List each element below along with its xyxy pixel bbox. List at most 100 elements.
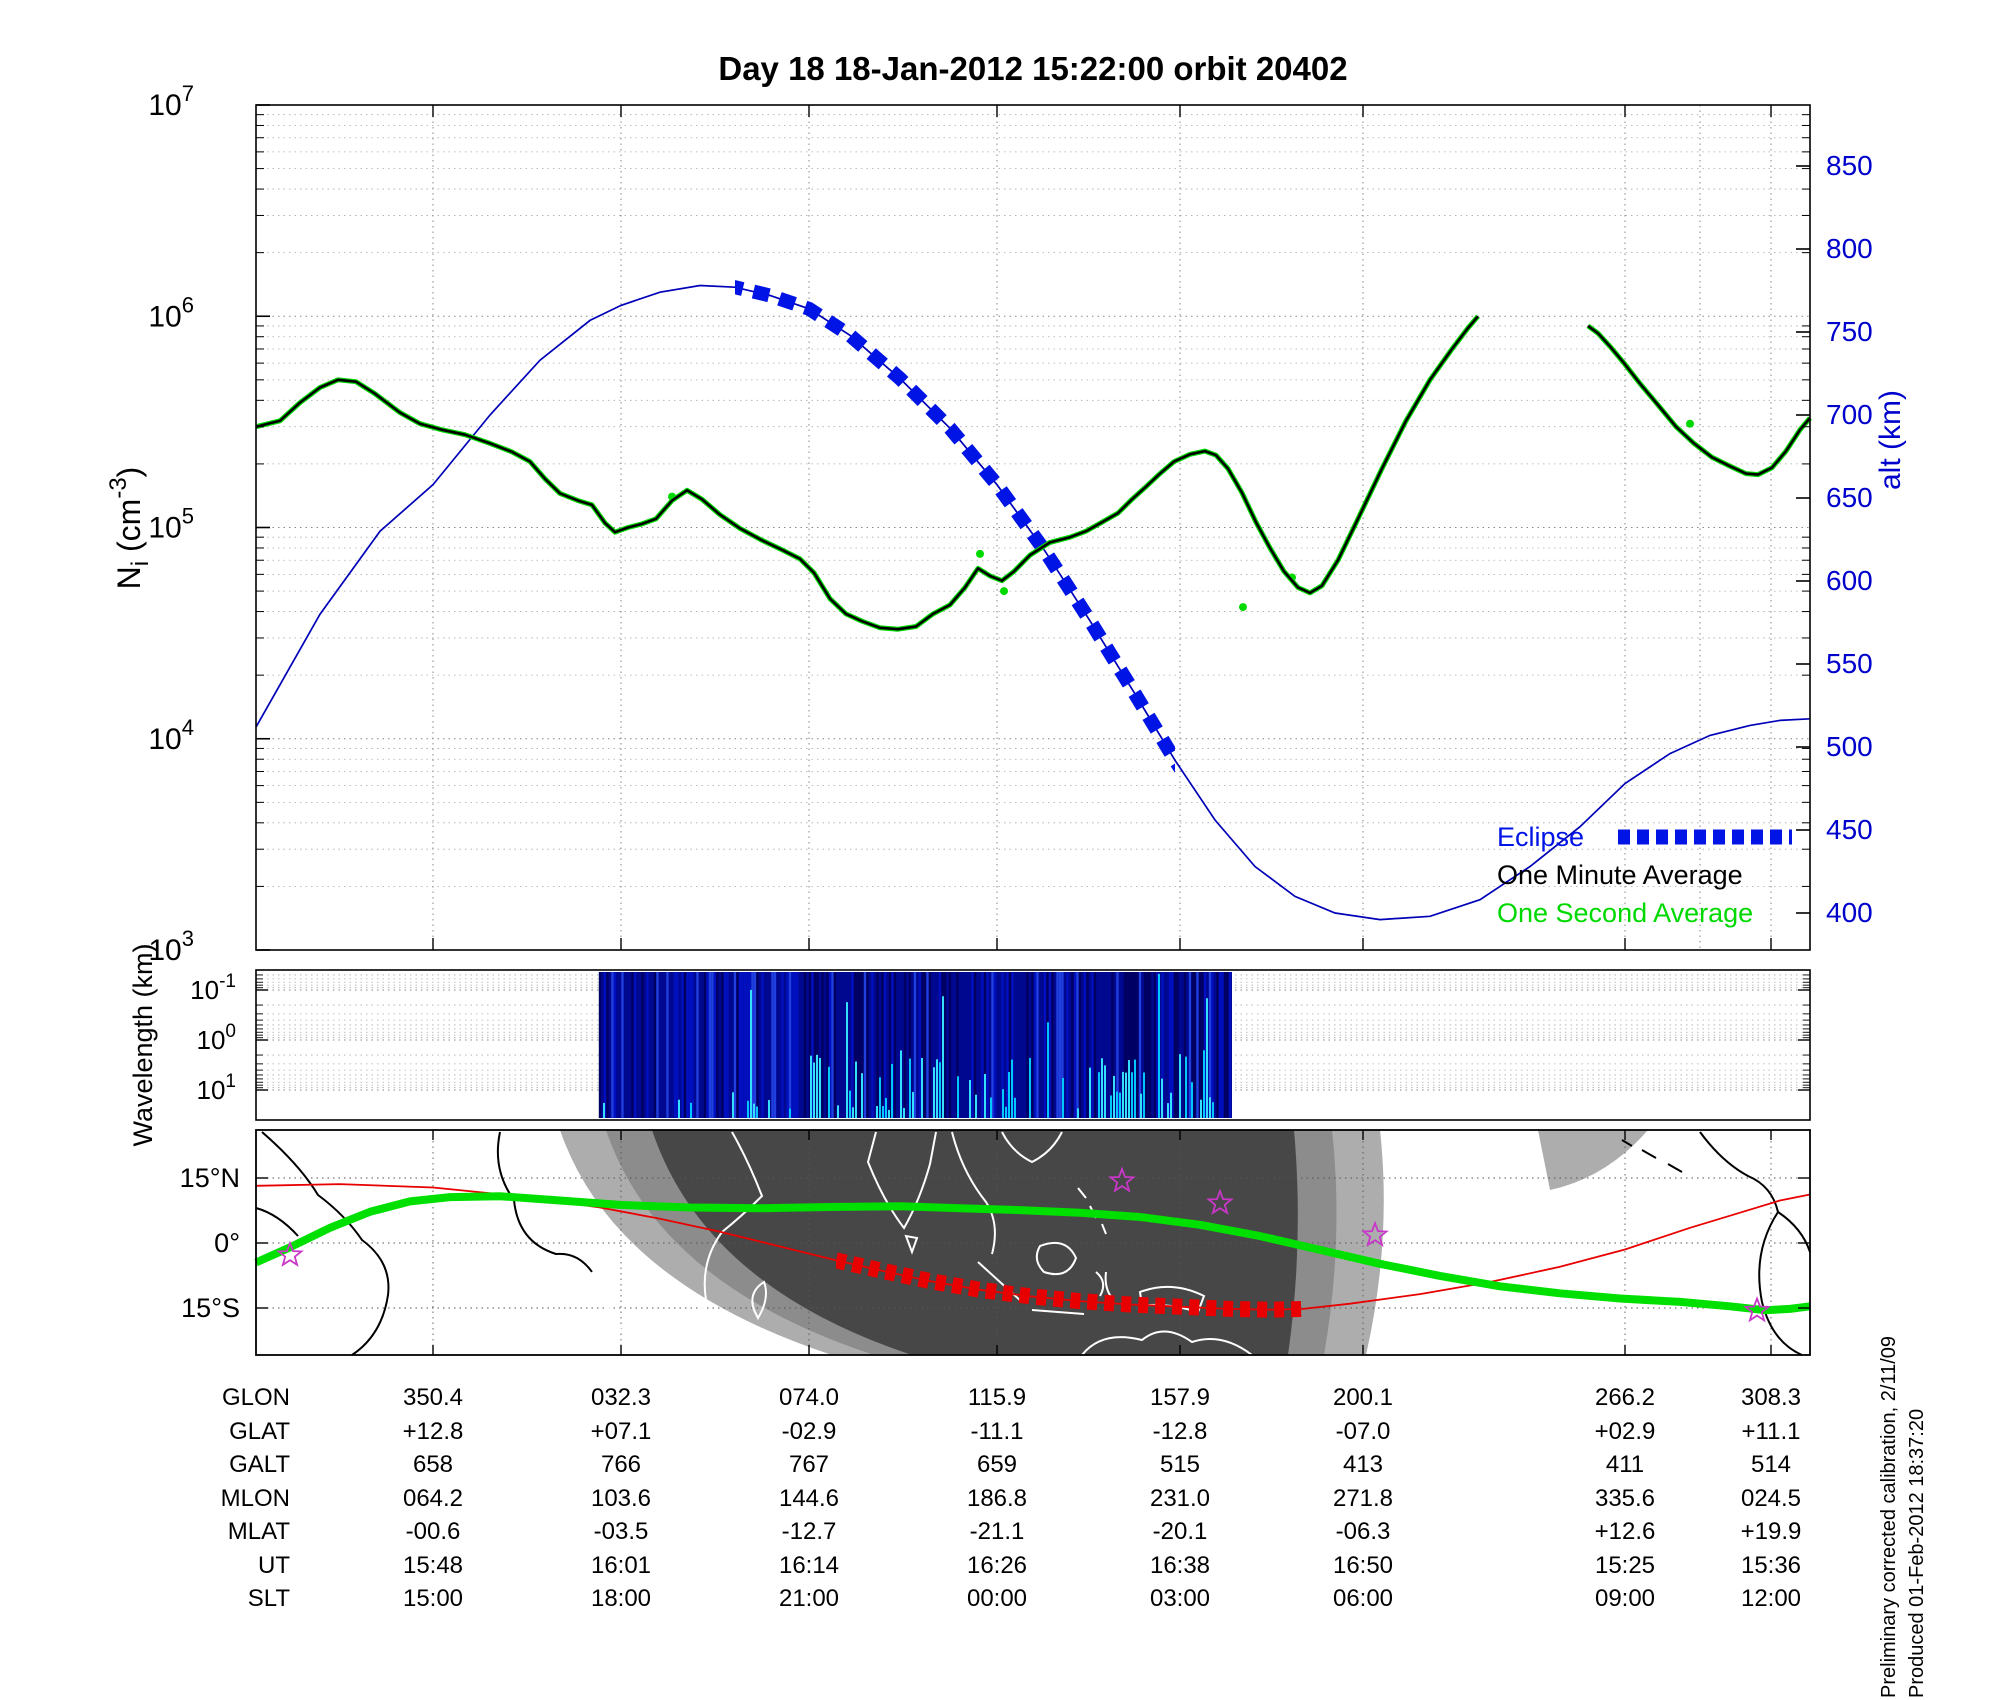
ground-track-eclipse-dashes [836,1252,1303,1318]
wavelength-axis-label: Wavelength (km) [128,943,158,1146]
legend-label-one-second-average: One Second Average [1497,898,1753,928]
table-cell-mlat-6: -06.3 [1335,1518,1391,1545]
table-row-label-mlon: MLON [220,1484,290,1512]
coastline-white [1001,1131,1063,1164]
alt-tick-label: 550 [1826,648,1873,679]
table-cell-glon-8: 308.3 [1740,1384,1802,1411]
table-cell-mlon-8: 024.5 [1740,1484,1802,1512]
ni-tick-label: 104 [148,715,194,756]
alt-tick-label: 600 [1826,565,1873,596]
star-marker [1743,1296,1771,1323]
coastline-white [1081,1330,1253,1356]
w-tick-label: 100 [197,1021,237,1055]
alt-axis-label: alt (km) [1874,390,1907,490]
table-cell-glon-3: 074.0 [778,1384,840,1411]
one-second-outlier-dot [1686,419,1694,428]
wavelength-spectrogram-panel: 10-1 100 101 Wavelength (km) [128,943,1811,1147]
main-density-panel: 1071061051041038508007507006506005505004… [105,81,1907,967]
table-cell-glon-4: 115.9 [967,1384,1027,1411]
table-cell-mlon-3: 144.6 [778,1484,840,1512]
table-cell-glon-2: 032.3 [590,1384,652,1411]
alt-tick-label: 450 [1826,814,1873,845]
one-second-outlier-dot [1000,587,1008,596]
alt-tick-label: 650 [1826,482,1873,513]
star-marker [276,1240,304,1267]
coastline-white [977,1261,1023,1303]
table-cell-glat-5: -12.8 [1152,1417,1208,1445]
table-row-label-slt: SLT [247,1585,290,1612]
alt-tick-label: 850 [1826,150,1873,181]
table-cell-glat-8: +11.1 [1741,1417,1801,1445]
table-cell-glon-7: 266.2 [1594,1384,1656,1411]
table-cell-mlon-1: 064.2 [402,1484,464,1512]
table-cell-galt-4: 659 [976,1451,1018,1478]
map-lat-label: 15°S [181,1293,240,1323]
table-cell-mlat-8: +19.9 [1740,1518,1802,1545]
table-cell-glat-1: +12.8 [402,1417,464,1445]
one-minute-average-curve [1587,324,1811,476]
table-row-label-ut: UT [258,1551,290,1579]
one-minute-average-curve [255,315,1479,631]
ni-axis-label: Ni (cm-3) [105,467,154,590]
coastline-white [1031,1309,1085,1315]
coastline-black [261,1131,390,1356]
table-row-label-glon: GLON [221,1384,290,1411]
table-cell-mlon-6: 271.8 [1332,1484,1394,1512]
table-cell-mlat-1: -00.6 [405,1518,461,1545]
table-cell-ut-1: 15:48 [402,1551,464,1579]
page-title: Day 18 18-Jan-2012 15:22:00 orbit 20402 [718,50,1348,87]
table-cell-mlon-4: 186.8 [966,1484,1028,1512]
alt-tick-label: 500 [1826,731,1873,762]
table-cell-ut-3: 16:14 [778,1551,840,1579]
table-cell-slt-7: 09:00 [1594,1585,1656,1612]
coastline-white [591,1271,653,1356]
table-cell-galt-8: 514 [1750,1451,1792,1478]
coastline-black [496,1131,593,1273]
star-marker [1108,1166,1136,1193]
ni-tick-label: 106 [148,292,194,333]
table-cell-mlon-7: 335.6 [1594,1484,1656,1512]
coastline-black [1699,1131,1811,1253]
ground-track-map-panel: 15°N 0° 15°S [180,1129,1811,1356]
coastline-white [904,1234,919,1255]
table-cell-slt-1: 15:00 [402,1585,464,1612]
table-row-label-glat: GLAT [229,1417,290,1445]
table-cell-mlon-5: 231.0 [1149,1484,1211,1512]
star-marker [1361,1220,1389,1247]
table-cell-ut-2: 16:01 [590,1551,652,1579]
magnetic-equator-green [254,1192,1811,1315]
map-lat-label: 15°N [180,1163,240,1193]
table-cell-mlat-2: -03.5 [593,1518,649,1545]
table-cell-slt-4: 00:00 [966,1585,1028,1612]
footer-produced-note: Produced 01-Feb-2012 18:37:20 [1906,1408,1928,1698]
ni-tick-label: 105 [148,504,194,545]
footer-calibration-note: Preliminary corrected calibration, 2/11/… [1878,1335,1900,1698]
table-cell-glat-4: -11.1 [970,1417,1024,1445]
table-cell-galt-1: 658 [412,1451,454,1478]
table-cell-ut-8: 15:36 [1740,1551,1802,1579]
table-cell-ut-5: 16:38 [1149,1551,1211,1579]
table-cell-mlat-7: +12.6 [1594,1518,1656,1545]
alt-tick-label: 400 [1826,897,1873,928]
table-cell-glon-6: 200.1 [1332,1384,1394,1411]
table-cell-galt-3: 767 [788,1451,830,1478]
table-cell-glat-6: -07.0 [1335,1417,1391,1445]
alt-tick-label: 800 [1826,233,1873,264]
table-cell-galt-2: 766 [600,1451,642,1478]
map-lat-label: 0° [214,1228,240,1258]
coastline-white [951,1131,996,1255]
table-cell-ut-6: 16:50 [1332,1551,1394,1579]
shadow-dark [652,1130,1298,1355]
table-cell-glon-5: 157.9 [1149,1384,1211,1411]
table-row-label-mlat: MLAT [227,1518,290,1545]
coastline-black [1758,1211,1803,1356]
table-cell-slt-3: 21:00 [778,1585,840,1612]
table-cell-ut-4: 16:26 [966,1551,1028,1579]
table-cell-mlat-5: -20.1 [1152,1518,1208,1545]
table-cell-glat-7: +02.9 [1594,1417,1656,1445]
w-tick-label: 101 [197,1071,237,1105]
legend-label-eclipse: Eclipse [1497,822,1584,852]
table-cell-glat-3: -02.9 [781,1417,837,1445]
